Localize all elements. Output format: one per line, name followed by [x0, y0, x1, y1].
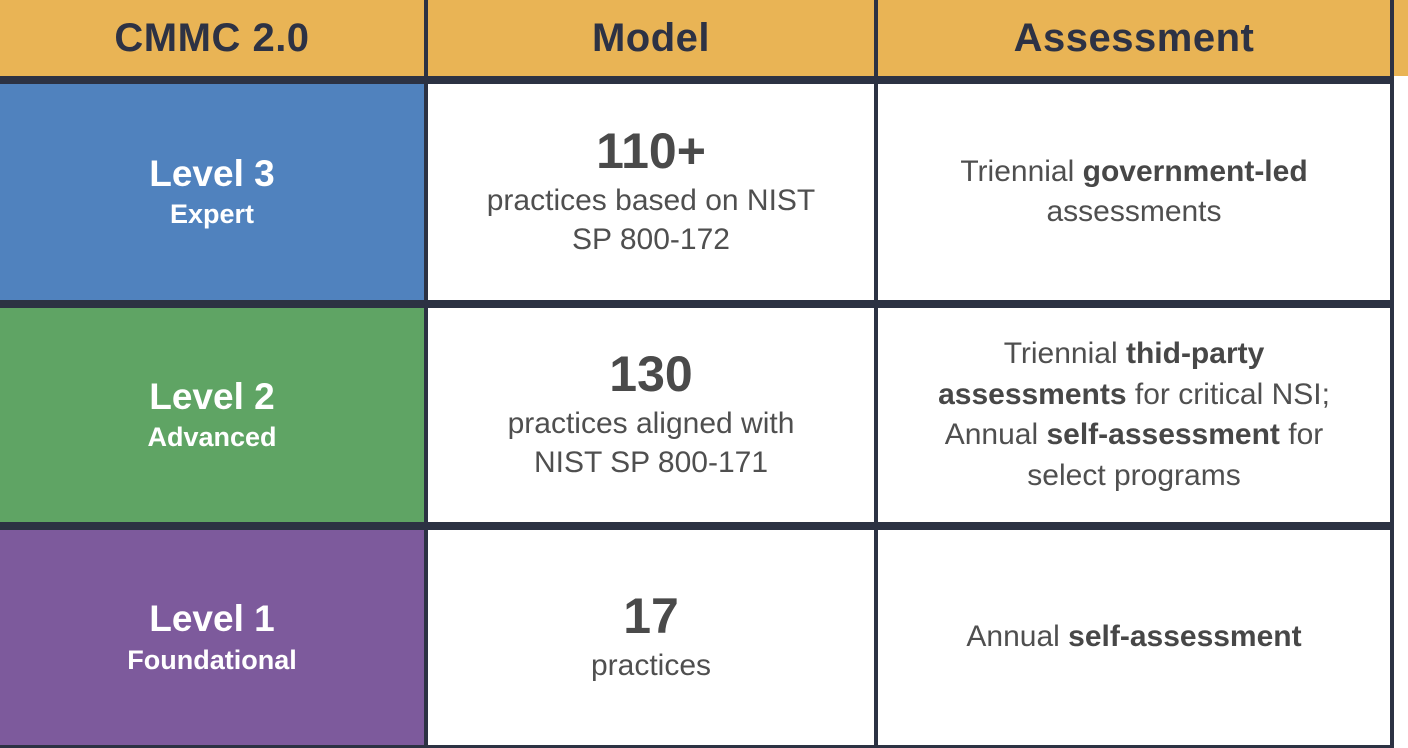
header-cell-model: Model [428, 0, 874, 76]
level-3-subtitle: Expert [169, 199, 255, 230]
assessment-segment-bold: thid-party assessments [938, 337, 1265, 411]
model-description-level-3: practices based on NIST SP 800-172 [486, 184, 816, 257]
assessment-cell-level-2: Triennial thid-party assessments for cri… [878, 308, 1390, 522]
assessment-segment: assessments [1046, 195, 1222, 228]
header-background-strip [1394, 0, 1408, 76]
level-cell-1: Level 1 Foundational [0, 530, 424, 745]
assessment-segment: for select programs [1027, 418, 1324, 492]
assessment-text-level-3: Triennial government-led assessments [910, 152, 1358, 233]
level-cell-2: Level 2 Advanced [0, 308, 424, 522]
level-cell-3: Level 3 Expert [0, 84, 424, 300]
model-cell-level-3: 110+ practices based on NIST SP 800-172 [428, 84, 874, 300]
assessment-cell-level-1: Annual self-assessment [878, 530, 1390, 745]
assessment-segment: Annual [966, 620, 1069, 654]
level-2-subtitle: Advanced [147, 422, 277, 453]
assessment-segment: for critical NSI; Annual [944, 377, 1330, 452]
level-1-subtitle: Foundational [127, 644, 297, 675]
header-cell-assessment: Assessment [878, 0, 1390, 76]
header-cell-cmmc: CMMC 2.0 [0, 0, 424, 76]
level-3-title: Level 3 [149, 152, 275, 194]
model-description-level-2: practices aligned with NIST SP 800-171 [507, 407, 795, 480]
model-cell-level-2: 130 practices aligned with NIST SP 800-1… [428, 308, 874, 522]
model-number-level-1: 17 [623, 587, 679, 644]
header-label-model: Model [591, 15, 711, 60]
level-2-title: Level 2 [149, 375, 275, 417]
level-1-title: Level 1 [149, 598, 275, 640]
model-description-level-1: practices [590, 649, 712, 683]
assessment-segment-bold: government-led [1082, 154, 1308, 188]
assessment-text-level-2: Triennial thid-party assessments for cri… [910, 334, 1358, 496]
assessment-segment-bold: self-assessment [1046, 418, 1280, 451]
model-number-level-3: 110+ [596, 122, 706, 179]
model-cell-level-1: 17 practices [428, 530, 874, 745]
header-label-cmmc: CMMC 2.0 [114, 15, 310, 60]
assessment-segment: Triennial [960, 154, 1083, 188]
assessment-text-level-1: Annual self-assessment [966, 617, 1301, 658]
assessment-segment: Triennial [1003, 337, 1126, 370]
header-label-assessment: Assessment [1013, 15, 1255, 60]
assessment-segment-bold: self-assessment [1068, 620, 1302, 654]
model-number-level-2: 130 [609, 345, 693, 402]
assessment-cell-level-3: Triennial government-led assessments [878, 84, 1390, 300]
